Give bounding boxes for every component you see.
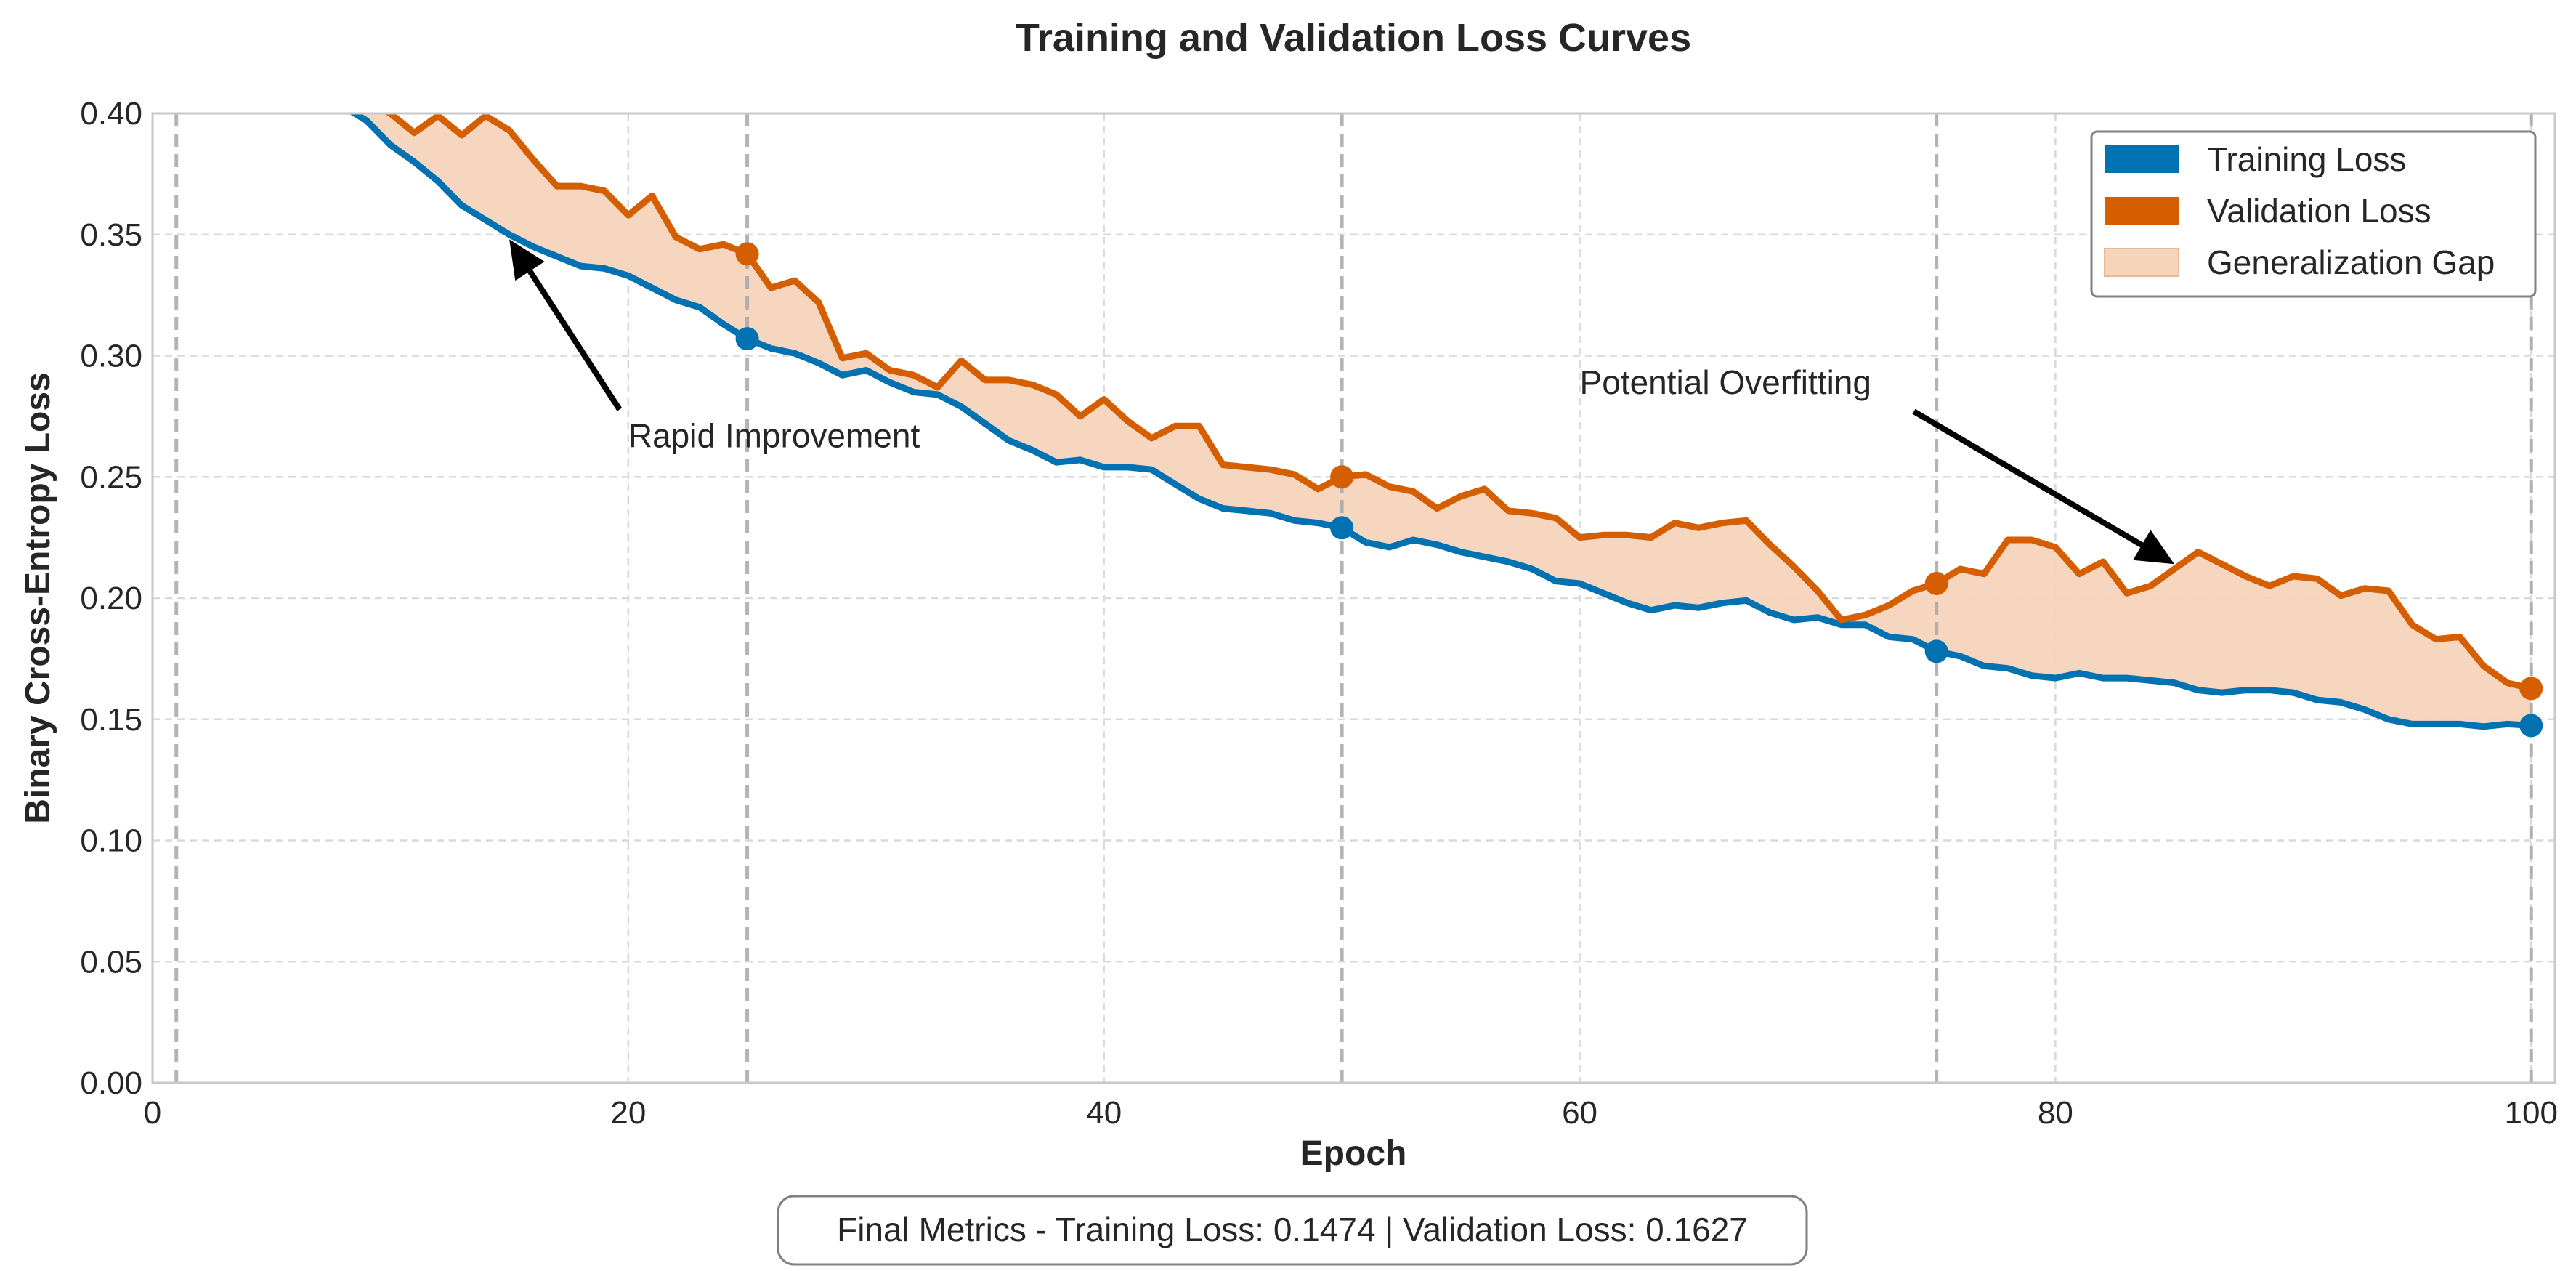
y-tick-label-2: 0.10 [80, 823, 142, 859]
annotation-rapid-improvement-arrow-shaft [527, 269, 623, 411]
y-tick-label-4: 0.20 [80, 581, 142, 616]
y-tick-label-8: 0.40 [80, 96, 142, 132]
legend-swatch-gap [2104, 248, 2179, 277]
plot-frame [151, 112, 2556, 1084]
y-tick-label-3: 0.15 [80, 702, 142, 738]
x-axis-label: Epoch [1300, 1134, 1407, 1173]
annotation-potential-overfitting: Potential Overfitting [1580, 363, 1871, 401]
training-point-epoch-75 [1924, 639, 1948, 663]
x-tick-label-3: 60 [1562, 1095, 1597, 1131]
annotation-potential-overfitting-arrow-shaft [1912, 408, 2144, 548]
y-axis-ticks: 0.00 0.05 0.10 0.15 0.20 0.25 0.30 0.35 0.40 [80, 96, 142, 1101]
legend-label-training: Training Loss [2207, 140, 2406, 178]
validation-point-epoch-25 [735, 242, 759, 266]
y-tick-label-0: 0.00 [80, 1065, 142, 1101]
x-axis-ticks: 0 20 40 60 80 100 [144, 1095, 2558, 1131]
final-metrics-text: Final Metrics - Training Loss: 0.1474 | … [837, 1211, 1748, 1248]
x-tick-label-4: 80 [2038, 1095, 2073, 1131]
validation-point-epoch-100 [2519, 677, 2543, 701]
highlight-points [735, 242, 2543, 738]
chart-title: Training and Validation Loss Curves [1016, 16, 1691, 60]
y-tick-label-1: 0.05 [80, 944, 142, 980]
y-axis-label: Binary Cross-Entropy Loss [19, 372, 57, 823]
annotations: Rapid Improvement Potential Overfitting [509, 239, 2175, 565]
annotation-rapid-improvement-arrow-head [509, 239, 545, 281]
x-tick-label-5: 100 [2505, 1095, 2558, 1131]
annotation-rapid-improvement: Rapid Improvement [628, 417, 920, 455]
legend-label-validation: Validation Loss [2207, 192, 2431, 230]
y-tick-label-6: 0.30 [80, 339, 142, 374]
training-point-epoch-100 [2519, 714, 2543, 738]
series-lines [348, 113, 2535, 730]
legend-swatch-validation [2105, 197, 2179, 225]
x-tick-label-0: 0 [144, 1095, 161, 1131]
annotation-potential-overfitting-arrow-head [2133, 530, 2175, 565]
validation-loss-line [383, 113, 2535, 692]
validation-point-epoch-75 [1924, 571, 1948, 595]
x-tick-label-1: 20 [610, 1095, 646, 1131]
x-tick-label-2: 40 [1086, 1095, 1122, 1131]
training-loss-line [348, 113, 2535, 730]
training-point-epoch-25 [735, 327, 759, 351]
training-point-epoch-50 [1330, 516, 1354, 540]
y-tick-label-7: 0.35 [80, 217, 142, 253]
legend-swatch-training [2105, 145, 2179, 173]
legend-frame [2090, 130, 2537, 298]
final-metrics-frame [777, 1195, 1808, 1266]
legend: Training Loss Validation Loss Generaliza… [2090, 130, 2537, 298]
final-metrics-box: Final Metrics - Training Loss: 0.1474 | … [777, 1195, 1808, 1266]
y-tick-label-5: 0.25 [80, 459, 142, 495]
validation-point-epoch-50 [1330, 465, 1354, 489]
legend-label-gap: Generalization Gap [2207, 243, 2495, 281]
